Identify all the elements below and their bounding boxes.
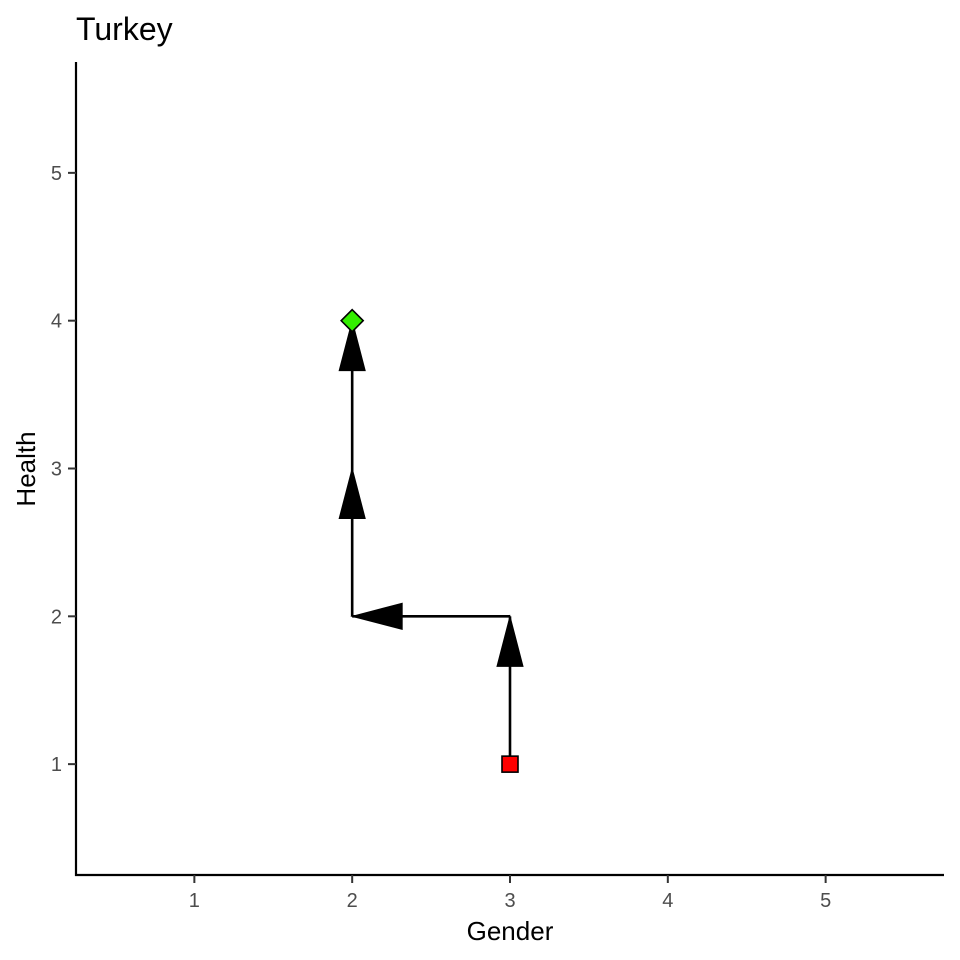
y-axis-title: Health xyxy=(11,431,41,506)
arrowhead xyxy=(338,318,366,372)
x-tick-label: 4 xyxy=(662,890,673,912)
arrowhead xyxy=(350,602,403,630)
plot-area xyxy=(338,308,524,773)
y-tick-label: 1 xyxy=(51,754,62,776)
y-tick-label: 4 xyxy=(51,311,62,333)
x-tick-label: 3 xyxy=(504,890,515,912)
arrowhead xyxy=(496,614,524,667)
x-axis-ticks: 1 2 3 4 5 xyxy=(189,875,831,912)
arrowhead xyxy=(338,466,366,519)
x-axis-title: Gender xyxy=(467,916,554,946)
end-point-marker xyxy=(340,308,365,333)
x-tick-label: 5 xyxy=(820,890,831,912)
x-tick-label: 2 xyxy=(347,890,358,912)
x-tick-label: 1 xyxy=(189,890,200,912)
y-tick-label: 3 xyxy=(51,459,62,481)
start-point-marker xyxy=(501,755,519,773)
y-tick-label: 2 xyxy=(51,606,62,628)
y-tick-label: 5 xyxy=(51,163,62,185)
y-axis-ticks: 1 2 3 4 5 xyxy=(51,163,76,776)
chart-title: Turkey xyxy=(76,11,173,47)
